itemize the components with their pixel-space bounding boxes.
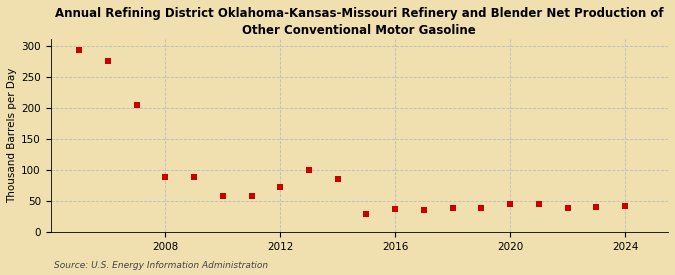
- Point: [390, 207, 401, 211]
- Point: [74, 48, 84, 52]
- Point: [418, 208, 429, 212]
- Point: [533, 202, 544, 206]
- Point: [448, 206, 458, 210]
- Point: [160, 175, 171, 179]
- Point: [103, 59, 113, 64]
- Text: Source: U.S. Energy Information Administration: Source: U.S. Energy Information Administ…: [54, 260, 268, 270]
- Point: [361, 212, 372, 217]
- Point: [304, 167, 315, 172]
- Point: [189, 175, 200, 179]
- Y-axis label: Thousand Barrels per Day: Thousand Barrels per Day: [7, 68, 17, 203]
- Point: [591, 205, 601, 209]
- Point: [332, 177, 343, 181]
- Point: [562, 206, 573, 210]
- Point: [505, 202, 516, 206]
- Title: Annual Refining District Oklahoma-Kansas-Missouri Refinery and Blender Net Produ: Annual Refining District Oklahoma-Kansas…: [55, 7, 664, 37]
- Point: [620, 204, 630, 208]
- Point: [275, 185, 286, 189]
- Point: [246, 194, 257, 199]
- Point: [476, 206, 487, 210]
- Point: [217, 194, 228, 199]
- Point: [132, 103, 142, 107]
